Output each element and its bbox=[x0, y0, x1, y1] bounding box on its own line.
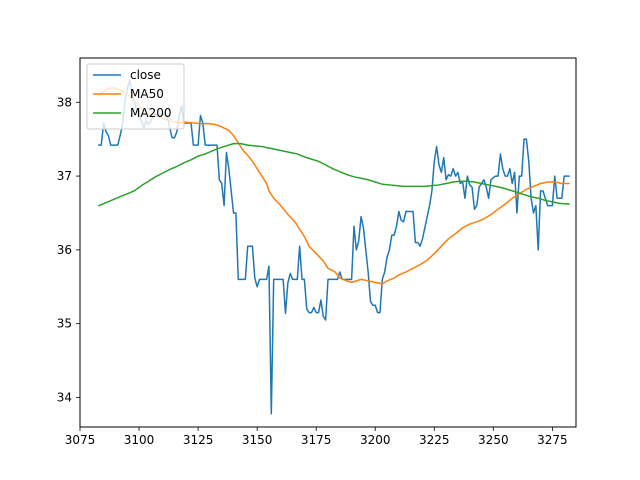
x-tick-label: 3200 bbox=[360, 433, 391, 447]
series-line-ma200 bbox=[97, 142, 570, 207]
legend-label-ma50: MA50 bbox=[130, 87, 164, 101]
legend-label-ma200: MA200 bbox=[130, 106, 171, 120]
y-tick-label: 36 bbox=[57, 243, 72, 257]
y-tick-label: 38 bbox=[57, 95, 72, 109]
x-tick-label: 3275 bbox=[537, 433, 568, 447]
x-axis: 3075 3100 3125 3150 3175 3200 3225 3250 3275 bbox=[65, 427, 568, 447]
x-tick-label: 3175 bbox=[301, 433, 332, 447]
y-tick-label: 34 bbox=[57, 390, 72, 404]
x-tick-label: 3225 bbox=[419, 433, 450, 447]
y-tick-label: 37 bbox=[57, 169, 72, 183]
x-tick-label: 3150 bbox=[242, 433, 273, 447]
x-tick-label: 3125 bbox=[183, 433, 214, 447]
y-tick-label: 35 bbox=[57, 317, 72, 331]
x-tick-label: 3250 bbox=[478, 433, 509, 447]
legend: close MA50 MA200 bbox=[86, 63, 185, 130]
x-tick-label: 3075 bbox=[65, 433, 96, 447]
y-axis: 34 35 36 37 38 bbox=[57, 95, 80, 404]
axes-frame bbox=[79, 57, 577, 428]
x-tick-label: 3100 bbox=[124, 433, 155, 447]
legend-label-close: close bbox=[130, 68, 161, 82]
